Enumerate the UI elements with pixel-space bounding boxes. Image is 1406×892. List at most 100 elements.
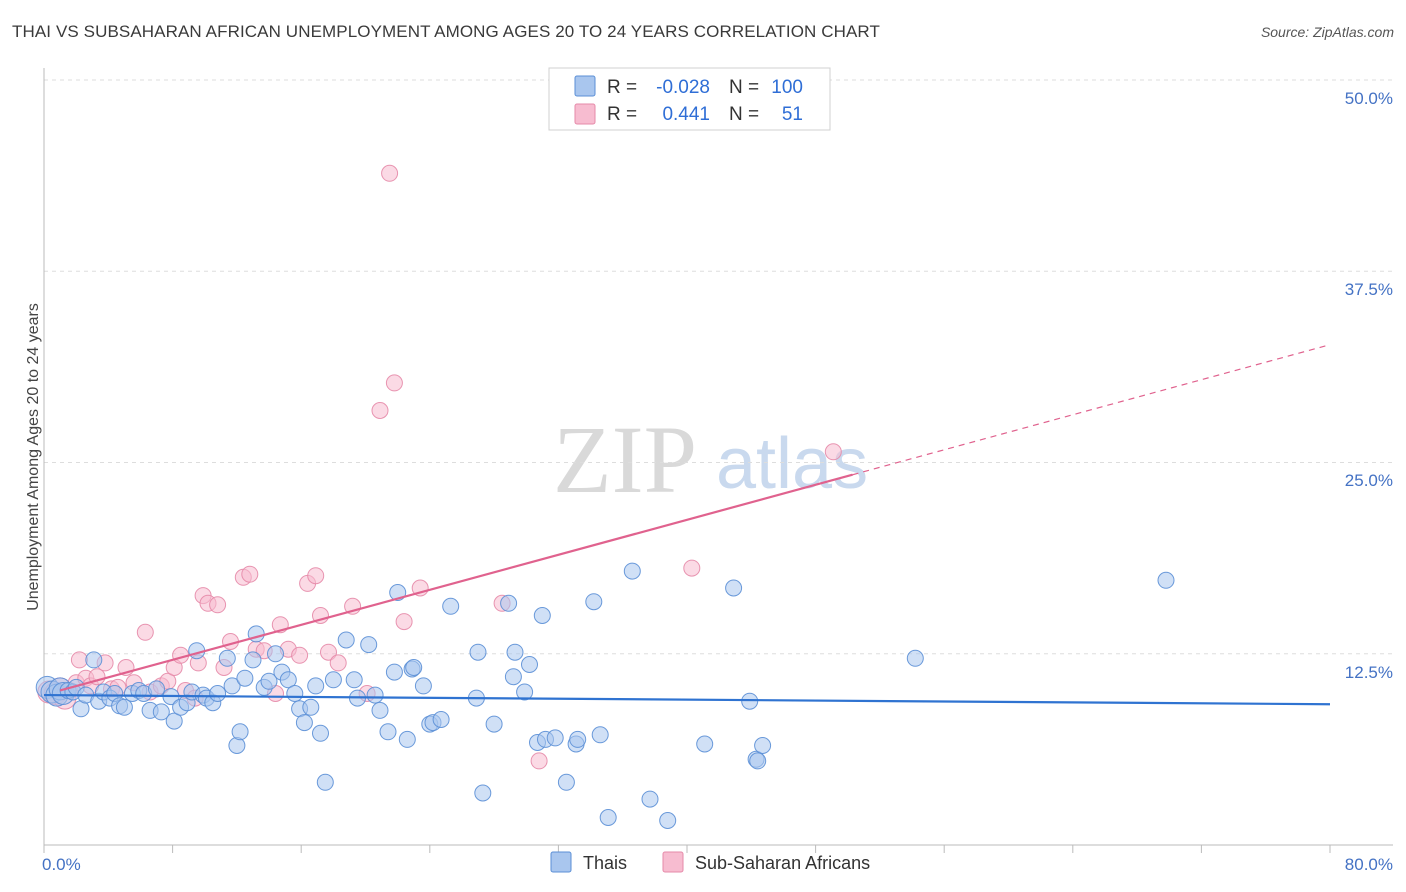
thai-point-56 xyxy=(360,636,378,654)
thai-point-22 xyxy=(152,703,170,721)
thai-point-50 xyxy=(312,724,329,742)
thai-point-98 xyxy=(906,649,924,667)
thai-point-36 xyxy=(231,723,249,741)
thai-point-10 xyxy=(85,651,103,669)
thai-point-80 xyxy=(533,607,551,624)
thai-point-76 xyxy=(506,643,524,661)
thai-point-74 xyxy=(500,594,518,612)
thai-point-42 xyxy=(267,645,284,663)
thai-point-45 xyxy=(286,685,304,702)
thai-point-32 xyxy=(209,685,227,702)
legend-thai-n-value: 100 xyxy=(771,77,803,98)
thai-trend-line xyxy=(43,693,1331,706)
y-tick-label-37-5: 37.5% xyxy=(1345,280,1393,299)
thai-point-60 xyxy=(385,663,403,681)
thai-point-78 xyxy=(521,656,538,673)
source-credit: Source: ZipAtlas.com xyxy=(1260,24,1394,40)
x-tick-label-0: 0.0% xyxy=(42,855,81,874)
ssa-point-6 xyxy=(70,651,88,669)
thai-point-69 xyxy=(442,597,460,615)
thai-point-21 xyxy=(148,680,165,698)
ssa-point-38 xyxy=(307,567,325,585)
thai-point-51 xyxy=(316,773,334,791)
thai-point-86 xyxy=(585,593,603,611)
ssa-point-26 xyxy=(209,596,227,614)
y-tick-label-25: 25.0% xyxy=(1345,471,1393,490)
ssa-point-50 xyxy=(530,752,548,770)
thai-point-44 xyxy=(279,671,297,689)
watermark-zip: ZIP xyxy=(553,406,697,513)
thai-point-64 xyxy=(405,659,423,676)
legend-thai-n-label: N = xyxy=(729,77,759,98)
thai-point-57 xyxy=(366,686,384,704)
thai-point-24 xyxy=(165,712,183,730)
y-axis-label: Unemployment Among Ages 20 to 24 years xyxy=(25,303,42,611)
thai-point-77 xyxy=(516,683,534,701)
thai-point-75 xyxy=(504,668,522,686)
ssa-point-52 xyxy=(824,443,842,461)
legend-swatch-thai xyxy=(574,75,596,97)
thai-point-91 xyxy=(659,812,677,829)
thai-point-41 xyxy=(260,672,278,690)
thai-point-49 xyxy=(307,677,325,695)
ssa-point-36 xyxy=(291,646,309,664)
ssa-trend-line-dashed xyxy=(852,344,1331,476)
thai-point-48 xyxy=(302,698,320,716)
thai-point-87 xyxy=(591,726,609,744)
ssa-trend-line xyxy=(59,473,853,692)
bottom-legend-ssa-label: Sub-Saharan Africans xyxy=(695,853,870,873)
bottom-legend: Thais Sub-Saharan Africans xyxy=(550,851,870,873)
thai-point-59 xyxy=(379,723,397,741)
thai-point-58 xyxy=(371,701,389,719)
thai-point-34 xyxy=(223,677,241,695)
ssa-point-47 xyxy=(395,613,413,631)
thai-point-90 xyxy=(641,790,659,808)
legend-frame xyxy=(548,67,831,131)
thai-point-37 xyxy=(236,669,254,687)
thai-point-97 xyxy=(754,737,772,754)
thai-point-53 xyxy=(337,631,355,649)
legend-ssa-n-value: 51 xyxy=(782,104,803,125)
legend-box: R = -0.028 N = 100 R = 0.441 N = 51 xyxy=(548,67,831,131)
legend-ssa-r-value: 0.441 xyxy=(662,104,710,125)
y-tick-label-12-5: 12.5% xyxy=(1345,663,1393,682)
thai-point-62 xyxy=(398,730,416,748)
legend-thai-r-label: R = xyxy=(607,77,637,98)
ssa-point-40 xyxy=(320,643,337,661)
ssa-point-30 xyxy=(241,565,259,583)
thai-point-47 xyxy=(295,714,313,732)
thai-point-33 xyxy=(218,649,236,667)
ssa-point-41 xyxy=(329,654,347,672)
thai-point-88 xyxy=(599,809,617,826)
bottom-legend-swatch-ssa xyxy=(662,851,684,873)
thai-point-38 xyxy=(244,651,262,669)
thai-point-93 xyxy=(725,579,743,597)
thai-point-99 xyxy=(1157,571,1175,589)
thai-point-82 xyxy=(546,729,564,747)
trend-layer xyxy=(43,344,1331,706)
legend-thai-r-value: -0.028 xyxy=(656,77,710,98)
x-tick-label-80: 80.0% xyxy=(1345,855,1393,874)
y-tick-label-50: 50.0% xyxy=(1345,89,1393,108)
legend-ssa-n-label: N = xyxy=(729,104,759,125)
thai-point-72 xyxy=(474,784,492,802)
ssa-point-15 xyxy=(136,623,154,641)
thai-point-96 xyxy=(749,752,767,770)
thai-point-16 xyxy=(115,698,133,716)
thai-point-89 xyxy=(623,562,641,580)
ssa-point-46 xyxy=(385,374,403,392)
thai-point-71 xyxy=(469,643,487,661)
bottom-legend-thai-label: Thais xyxy=(583,853,627,873)
ssa-point-45 xyxy=(381,164,399,182)
legend-swatch-ssa xyxy=(574,103,596,125)
thai-point-54 xyxy=(345,671,363,689)
thai-point-73 xyxy=(485,715,503,733)
thai-point-83 xyxy=(557,773,575,791)
thai-point-65 xyxy=(414,677,432,695)
ssa-point-51 xyxy=(683,559,701,577)
thai-point-92 xyxy=(696,735,714,753)
chart-title: THAI VS SUBSAHARAN AFRICAN UNEMPLOYMENT … xyxy=(12,22,880,41)
bottom-legend-swatch-thai xyxy=(550,851,572,873)
legend-ssa-r-label: R = xyxy=(607,104,637,125)
